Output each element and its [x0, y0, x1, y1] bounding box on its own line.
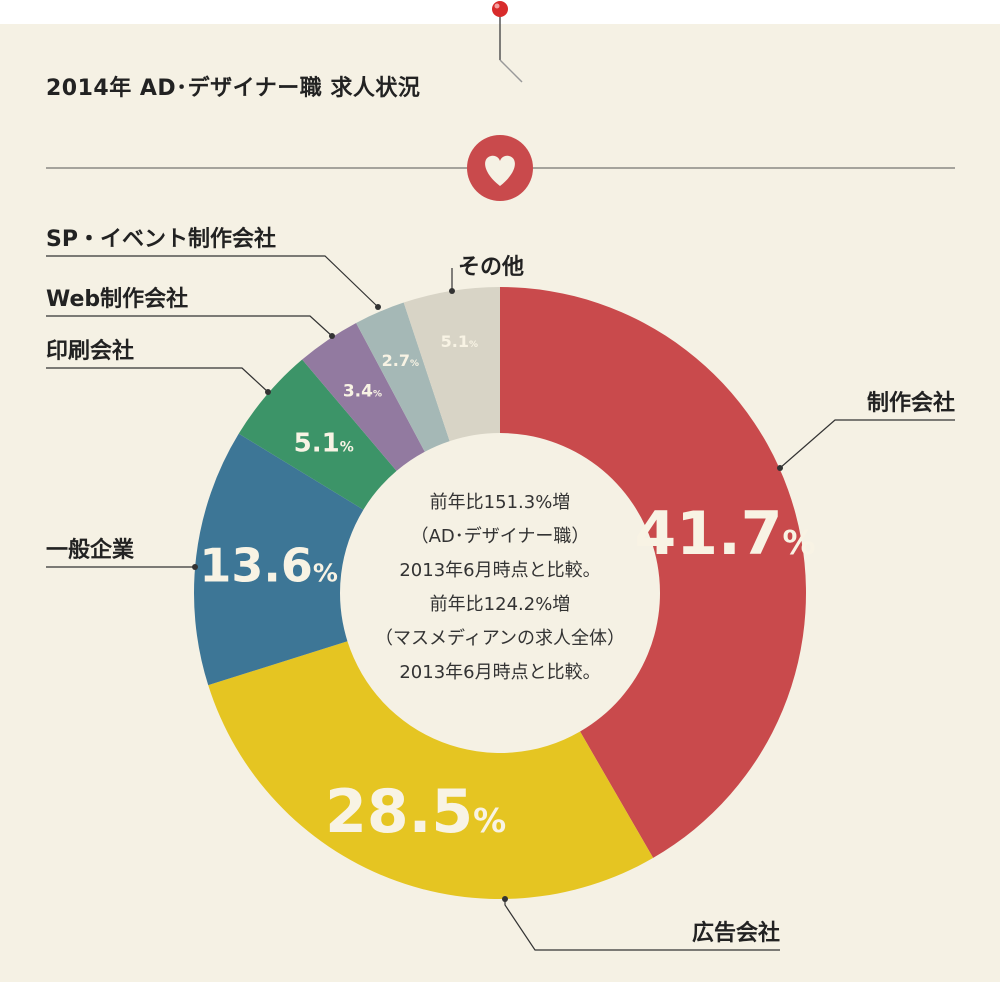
category-label-6: その他 [458, 255, 524, 280]
center-line-5: 2013年6月時点と比較。 [399, 662, 600, 683]
center-line-3: 前年比124.2%増 [430, 594, 571, 615]
slice-value-label-1: 28.5% [325, 777, 506, 847]
center-line-4: （マスメディアンの求人全体） [375, 628, 625, 649]
slice-4 [302, 322, 425, 471]
slice-value-label-6: 5.1% [441, 332, 478, 351]
slices-layer [193, 287, 807, 900]
leader-line-0 [779, 419, 955, 469]
leader-line-3 [46, 367, 269, 393]
slice-0 [500, 287, 807, 858]
category-label-2: 一般企業 [46, 537, 135, 563]
slice-value-label-5: 2.7% [382, 351, 419, 370]
category-label-0: 制作会社 [867, 390, 955, 416]
pushpin-icon [492, 1, 523, 83]
category-label-5: SP・イベント制作会社 [46, 226, 276, 252]
leader-line-4 [46, 315, 333, 337]
slice-value-label-3: 5.1% [294, 429, 354, 459]
chart-title: 2014年 AD･デザイナー職 求人状況 [46, 76, 421, 101]
slice-5 [356, 302, 450, 452]
slice-3 [238, 359, 397, 510]
center-line-2: 2013年6月時点と比較。 [399, 560, 600, 581]
leader-lines [46, 255, 955, 951]
heart-icon [467, 135, 533, 201]
leader-line-5 [46, 255, 379, 308]
category-label-4: Web制作会社 [46, 286, 188, 312]
slice-6 [403, 287, 500, 442]
category-label-1: 広告会社 [692, 920, 780, 946]
slice-value-label-2: 13.6% [199, 538, 338, 592]
category-label-3: 印刷会社 [46, 338, 134, 364]
slice-2 [193, 433, 364, 686]
labels-layer: 41.7% 制作会社 28.5% 広告会社 13.6% 一般企業 5.1% 印刷会社 3.4% W… [46, 226, 955, 946]
slice-value-label-0: 41.7% [634, 499, 815, 569]
slice-1 [208, 641, 654, 900]
slice-value-label-4: 3.4% [343, 381, 382, 401]
leader-line-1 [504, 899, 780, 951]
center-text: 前年比151.3%増 （AD･デザイナー職） 2013年6月時点と比較。前年比124… [375, 492, 625, 683]
center-line-1: （AD･デザイナー職） [411, 526, 590, 547]
center-line-0: 前年比151.3%増 [430, 492, 571, 513]
